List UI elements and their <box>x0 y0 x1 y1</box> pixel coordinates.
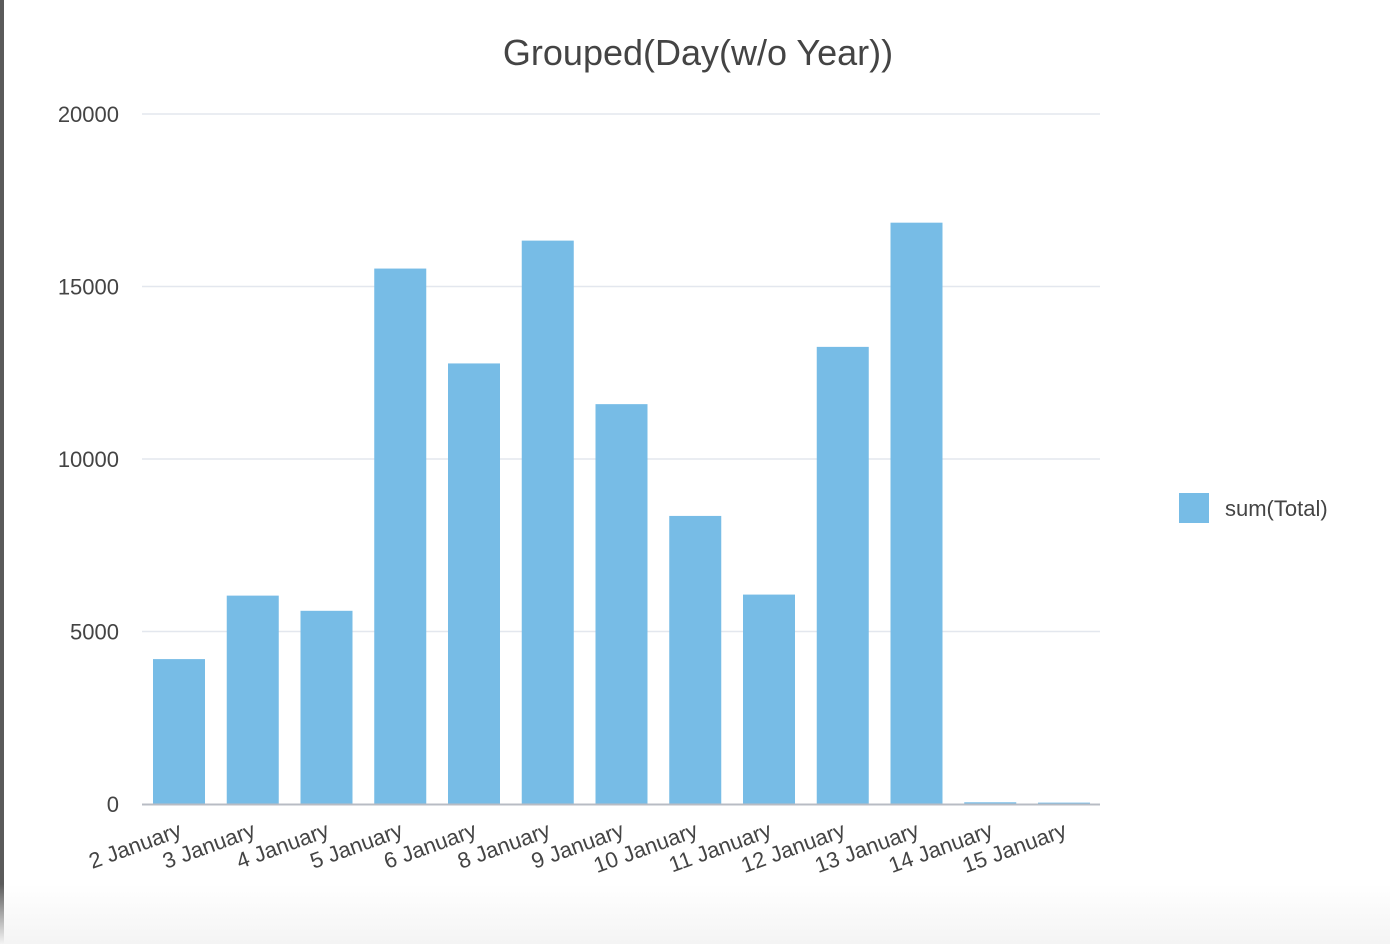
y-tick-label: 0 <box>107 792 119 817</box>
y-tick-label: 20000 <box>58 102 119 127</box>
bar[interactable] <box>743 594 795 804</box>
y-tick-label: 5000 <box>70 620 119 645</box>
bar[interactable] <box>300 610 353 804</box>
y-tick-label: 10000 <box>58 447 119 472</box>
legend[interactable]: sum(Total) <box>1179 493 1328 523</box>
bar[interactable] <box>226 595 279 804</box>
bar[interactable] <box>448 363 500 804</box>
bar[interactable] <box>1038 802 1090 804</box>
y-axis-ticks: 0 5000 10000 15000 20000 <box>58 102 119 817</box>
bar[interactable] <box>964 802 1017 804</box>
bar[interactable] <box>669 515 722 804</box>
bar[interactable] <box>374 268 427 804</box>
window-left-edge <box>0 0 4 944</box>
bottom-shadow <box>0 884 1390 944</box>
bar[interactable] <box>595 404 648 804</box>
legend-swatch[interactable] <box>1179 493 1209 523</box>
y-tick-label: 15000 <box>58 275 119 300</box>
bar[interactable] <box>153 659 205 804</box>
bar[interactable] <box>890 222 943 805</box>
chart-title: Grouped(Day(w/o Year)) <box>503 32 893 73</box>
bar[interactable] <box>816 346 869 804</box>
bar[interactable] <box>521 240 574 805</box>
bars <box>153 222 1090 805</box>
legend-label[interactable]: sum(Total) <box>1225 496 1328 521</box>
